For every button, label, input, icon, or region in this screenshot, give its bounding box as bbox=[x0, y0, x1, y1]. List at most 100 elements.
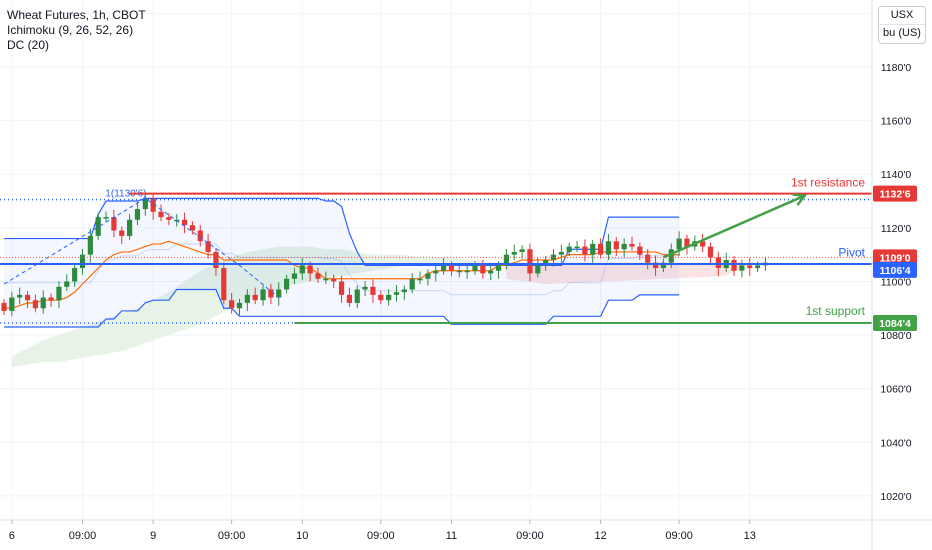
candle-body bbox=[715, 257, 721, 269]
high-label: 1(1130'6) bbox=[105, 188, 146, 199]
candle-body bbox=[127, 219, 133, 236]
candle-body bbox=[252, 294, 258, 301]
candle-body bbox=[566, 246, 572, 252]
candle-body bbox=[480, 265, 486, 274]
candle-body bbox=[32, 300, 38, 309]
candle-body bbox=[307, 265, 313, 274]
candle-body bbox=[660, 262, 666, 269]
candle-body bbox=[268, 289, 274, 298]
time-tick-label: 09:00 bbox=[218, 530, 246, 542]
donchian-middle-line bbox=[4, 243, 680, 296]
candle-body bbox=[150, 198, 156, 212]
candle-body bbox=[472, 265, 478, 271]
donchian-channel-fill bbox=[4, 198, 680, 328]
candle-body bbox=[378, 294, 384, 301]
candle-body bbox=[495, 265, 502, 271]
candle-body bbox=[197, 230, 203, 242]
candle-body bbox=[56, 286, 62, 301]
candle-body bbox=[590, 243, 596, 255]
time-tick-label: 10 bbox=[296, 530, 308, 542]
candle-body bbox=[503, 254, 509, 266]
candle-body bbox=[119, 230, 125, 236]
candle-body bbox=[425, 273, 431, 279]
support-price-badge bbox=[873, 314, 917, 331]
time-tick-label: 09:00 bbox=[367, 530, 395, 542]
candle-body bbox=[456, 270, 462, 273]
ichimoku-indicator-label[interactable]: Ichimoku (9, 26, 52, 26) bbox=[7, 23, 134, 37]
candle-body bbox=[1, 302, 7, 311]
candle-body bbox=[511, 251, 517, 255]
candle-body bbox=[464, 270, 470, 273]
candle-body bbox=[166, 217, 172, 220]
candle-body bbox=[441, 265, 447, 271]
candle-body bbox=[574, 246, 580, 249]
candle-body bbox=[684, 238, 690, 247]
candle-body bbox=[48, 297, 54, 301]
candle-body bbox=[645, 254, 651, 263]
candle-body bbox=[707, 246, 714, 258]
last-price-badge-label: 1109'0 bbox=[879, 252, 910, 264]
donchian-upper-line bbox=[4, 197, 680, 266]
candle-body bbox=[731, 260, 737, 271]
candle-body bbox=[629, 243, 635, 247]
candle-body bbox=[652, 262, 659, 269]
donchian-indicator-label[interactable]: DC (20) bbox=[7, 38, 50, 52]
candle-body bbox=[362, 286, 368, 290]
candle-body bbox=[221, 268, 227, 301]
support-label: 1st support bbox=[806, 304, 866, 318]
candle-body bbox=[613, 241, 619, 250]
unit-label[interactable]: bu (US) bbox=[879, 24, 925, 42]
candle-body bbox=[315, 273, 321, 279]
candle-body bbox=[433, 270, 439, 274]
candle-body bbox=[291, 273, 298, 279]
donchian-lower-line bbox=[4, 288, 680, 328]
candle-body bbox=[189, 225, 195, 231]
candle-body bbox=[739, 265, 745, 271]
price-tick-label: 1080'0 bbox=[880, 330, 911, 342]
candle-body bbox=[582, 246, 588, 255]
candle-body bbox=[229, 300, 235, 309]
candle-body bbox=[260, 289, 266, 301]
pivot-price-badge bbox=[873, 261, 917, 278]
candle-body bbox=[747, 265, 753, 269]
time-tick-label: 13 bbox=[744, 530, 756, 542]
resistance-label: 1st resistance bbox=[791, 176, 865, 190]
pivot-price-badge-label: 1106'4 bbox=[879, 265, 910, 277]
projection-arrow-line bbox=[662, 194, 806, 259]
time-tick-label: 6 bbox=[9, 530, 15, 542]
candle-body bbox=[284, 278, 290, 290]
candle-body bbox=[598, 243, 604, 255]
chart-legend: Wheat Futures, 1h, CBOT Ichimoku (9, 26,… bbox=[7, 8, 146, 53]
currency-label[interactable]: USX bbox=[890, 9, 914, 21]
candle-body bbox=[550, 254, 557, 260]
candle-body bbox=[244, 294, 250, 303]
candle-body bbox=[236, 302, 243, 309]
candle-body bbox=[72, 268, 78, 282]
candle-body bbox=[40, 297, 46, 309]
candle-body bbox=[354, 289, 360, 303]
candle-body bbox=[370, 286, 376, 295]
candle-body bbox=[79, 254, 86, 269]
candle-body bbox=[605, 241, 612, 255]
candle-body bbox=[543, 260, 549, 266]
candle-body bbox=[205, 241, 211, 252]
pivot-label: Pivot bbox=[838, 245, 865, 259]
currency-unit-selector[interactable]: USX bu (US) bbox=[878, 6, 926, 44]
candle-body bbox=[448, 265, 455, 271]
candle-body bbox=[103, 217, 109, 219]
candle-body bbox=[488, 270, 494, 274]
price-tick-label: 1160'0 bbox=[881, 116, 912, 128]
price-tick-label: 1060'0 bbox=[880, 384, 911, 396]
candle-body bbox=[346, 294, 352, 303]
candle-body bbox=[700, 241, 706, 247]
candle-body bbox=[331, 278, 337, 282]
candle-body bbox=[409, 278, 415, 290]
symbol-title[interactable]: Wheat Futures, 1h, CBOT bbox=[7, 8, 146, 22]
candle-body bbox=[755, 265, 761, 269]
time-tick-label: 09:00 bbox=[516, 530, 544, 542]
candle-body bbox=[401, 289, 407, 293]
candle-body bbox=[668, 249, 674, 263]
candle-body bbox=[95, 217, 101, 236]
candle-body bbox=[393, 292, 400, 295]
